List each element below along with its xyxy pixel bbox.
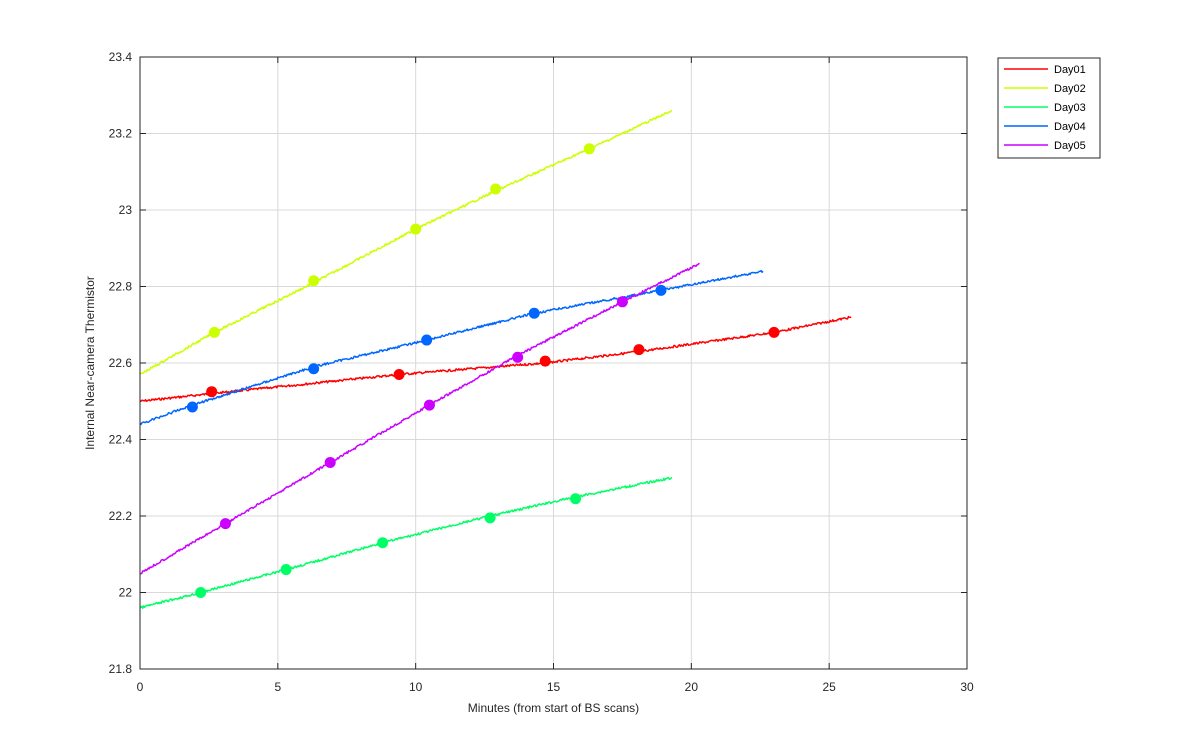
legend-label-day04: Day04 bbox=[1054, 121, 1086, 133]
data-point-day03 bbox=[570, 493, 582, 505]
data-point-day01 bbox=[768, 326, 780, 338]
y-axis-label: Internal Near-camera Thermistor bbox=[83, 276, 97, 450]
y-tick-label: 22.8 bbox=[109, 280, 133, 294]
axis-ticks: 0 5 10 15 20 25 30 21.8 22 22.2 22.4 22.6 22.8 23 23.2… bbox=[109, 50, 974, 694]
data-point-day03 bbox=[377, 537, 389, 549]
y-tick-label: 23 bbox=[119, 203, 133, 217]
y-tick-label: 22 bbox=[119, 586, 133, 600]
data-point-day05 bbox=[512, 351, 524, 363]
series-line-day05 bbox=[139, 262, 700, 575]
legend-box bbox=[997, 57, 1101, 159]
data-point-day01 bbox=[633, 344, 645, 356]
x-tick-label: 10 bbox=[409, 680, 423, 694]
y-tick-label: 23.2 bbox=[109, 127, 133, 141]
data-point-day01 bbox=[206, 386, 218, 398]
data-point-day04 bbox=[308, 363, 320, 375]
data-point-day02 bbox=[308, 275, 320, 287]
data-point-day01 bbox=[393, 368, 405, 380]
x-axis-label: Minutes (from start of BS scans) bbox=[468, 701, 639, 715]
x-tick-label: 25 bbox=[822, 680, 836, 694]
data-point-day04 bbox=[655, 284, 667, 296]
data-point-day04 bbox=[186, 401, 198, 413]
series-line-day01 bbox=[139, 315, 852, 403]
y-tick-label: 22.6 bbox=[109, 356, 133, 370]
x-tick-label: 0 bbox=[137, 680, 144, 694]
series-line-day02 bbox=[139, 109, 673, 375]
y-tick-label: 21.8 bbox=[109, 662, 133, 676]
y-tick-label: 23.4 bbox=[109, 50, 133, 64]
data-point-day05 bbox=[423, 399, 435, 411]
data-point-day01 bbox=[539, 355, 551, 367]
x-tick-label: 30 bbox=[960, 680, 974, 694]
data-point-day03 bbox=[280, 564, 292, 576]
grid-lines bbox=[140, 57, 967, 669]
x-tick-label: 5 bbox=[274, 680, 281, 694]
y-tick-label: 22.4 bbox=[109, 433, 133, 447]
data-point-day02 bbox=[583, 143, 595, 155]
legend-label-day01: Day01 bbox=[1054, 64, 1086, 76]
data-point-day05 bbox=[219, 518, 231, 530]
series-line-day03 bbox=[139, 476, 673, 609]
y-tick-label: 22.2 bbox=[109, 509, 133, 523]
legend: Day01 Day02 Day03 Day04 Day05 bbox=[997, 57, 1101, 159]
legend-label-day03: Day03 bbox=[1054, 102, 1086, 114]
data-point-day05 bbox=[616, 296, 628, 308]
series-layer bbox=[139, 109, 852, 609]
data-point-day04 bbox=[421, 334, 433, 346]
x-tick-label: 15 bbox=[547, 680, 561, 694]
data-point-day03 bbox=[484, 512, 496, 524]
data-point-day05 bbox=[324, 456, 336, 468]
legend-label-day05: Day05 bbox=[1054, 140, 1086, 152]
data-point-day02 bbox=[208, 326, 220, 338]
data-point-day04 bbox=[528, 307, 540, 319]
data-point-day02 bbox=[490, 183, 502, 195]
data-point-day02 bbox=[410, 223, 422, 235]
x-tick-label: 20 bbox=[685, 680, 699, 694]
legend-label-day02: Day02 bbox=[1054, 83, 1086, 95]
data-point-day03 bbox=[195, 587, 207, 598]
